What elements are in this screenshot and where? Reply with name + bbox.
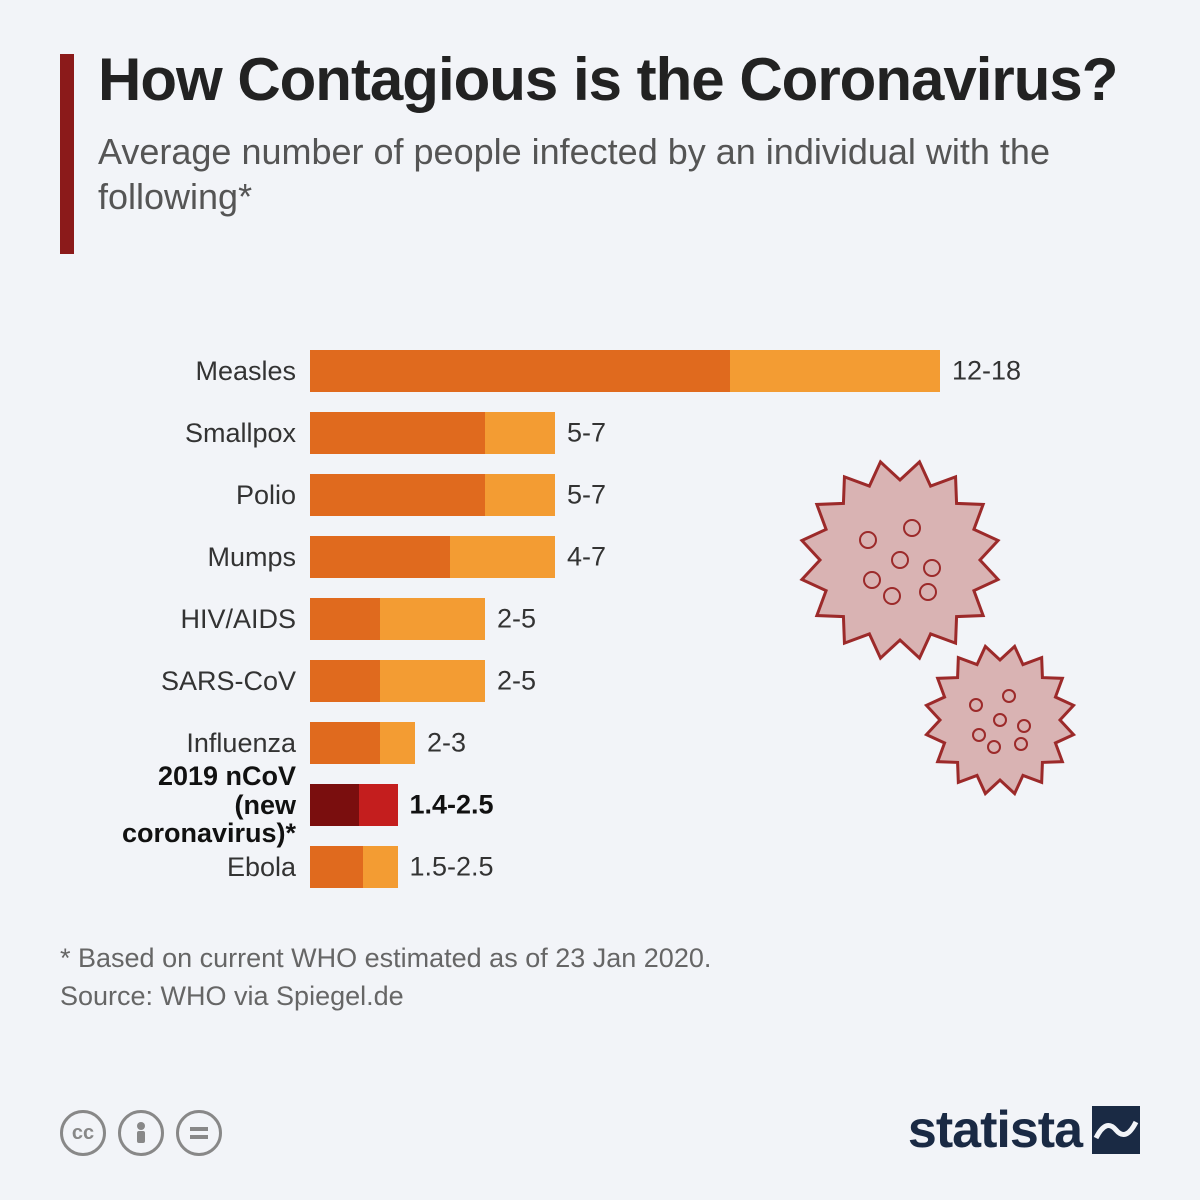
footnote-line: * Based on current WHO estimated as of 2…: [60, 940, 711, 978]
chart-subtitle: Average number of people infected by an …: [98, 129, 1140, 219]
chart-title: How Contagious is the Coronavirus?: [98, 48, 1140, 113]
bar-value: 2-5: [497, 604, 536, 635]
bar-segment-high: [450, 536, 555, 578]
bar-value: 1.5-2.5: [410, 852, 494, 883]
bar-label: HIV/AIDS: [60, 605, 310, 633]
bar-segment-low: [310, 536, 450, 578]
bar-value: 1.4-2.5: [410, 790, 494, 821]
bar-value: 5-7: [567, 480, 606, 511]
bar-segment-high: [363, 846, 398, 888]
bar-row: Measles12-18: [60, 340, 1140, 402]
bar-track: 2-5: [310, 660, 485, 702]
accent-bar: [60, 54, 74, 254]
bar-track: 1.4-2.5: [310, 784, 398, 826]
bar-value: 5-7: [567, 418, 606, 449]
footnote: * Based on current WHO estimated as of 2…: [60, 940, 711, 1016]
bar-segment-low: [310, 350, 730, 392]
header: How Contagious is the Coronavirus? Avera…: [60, 48, 1140, 219]
bar-segment-low: [310, 784, 359, 826]
bar-label: 2019 nCoV(new coronavirus)*: [60, 762, 310, 847]
bar-track: 2-5: [310, 598, 485, 640]
bar-segment-low: [310, 660, 380, 702]
bar-value: 12-18: [952, 356, 1021, 387]
bar-segment-low: [310, 846, 363, 888]
bar-value: 2-3: [427, 728, 466, 759]
bar-track: 4-7: [310, 536, 555, 578]
bar-segment-high: [730, 350, 940, 392]
bar-label: Polio: [60, 481, 310, 509]
bar-segment-high: [380, 598, 485, 640]
license-icons: cc: [60, 1110, 222, 1156]
bar-segment-low: [310, 722, 380, 764]
bar-row: Smallpox5-7: [60, 402, 1140, 464]
cc-icon: cc: [60, 1110, 106, 1156]
bar-value: 4-7: [567, 542, 606, 573]
bar-track: 5-7: [310, 412, 555, 454]
bar-segment-high: [359, 784, 398, 826]
bar-segment-high: [485, 474, 555, 516]
footnote-line: Source: WHO via Spiegel.de: [60, 978, 711, 1016]
bar-segment-low: [310, 474, 485, 516]
bar-label: Ebola: [60, 853, 310, 881]
by-icon: [118, 1110, 164, 1156]
virus-icon: [796, 456, 1004, 664]
virus-icon: [922, 642, 1078, 798]
brand-text: statista: [908, 1100, 1082, 1160]
bar-label: Measles: [60, 357, 310, 385]
bar-segment-low: [310, 598, 380, 640]
bar-segment-high: [380, 722, 415, 764]
statista-logo: statista: [908, 1100, 1140, 1160]
bar-track: 1.5-2.5: [310, 846, 398, 888]
bar-segment-high: [485, 412, 555, 454]
bar-value: 2-5: [497, 666, 536, 697]
bar-label: Mumps: [60, 543, 310, 571]
bar-label: Smallpox: [60, 419, 310, 447]
bar-segment-high: [380, 660, 485, 702]
bar-track: 5-7: [310, 474, 555, 516]
bar-label: Influenza: [60, 729, 310, 757]
bar-track: 12-18: [310, 350, 940, 392]
bar-segment-low: [310, 412, 485, 454]
brand-wave-icon: [1092, 1106, 1140, 1154]
bar-track: 2-3: [310, 722, 415, 764]
nd-icon: [176, 1110, 222, 1156]
bar-label: SARS-CoV: [60, 667, 310, 695]
